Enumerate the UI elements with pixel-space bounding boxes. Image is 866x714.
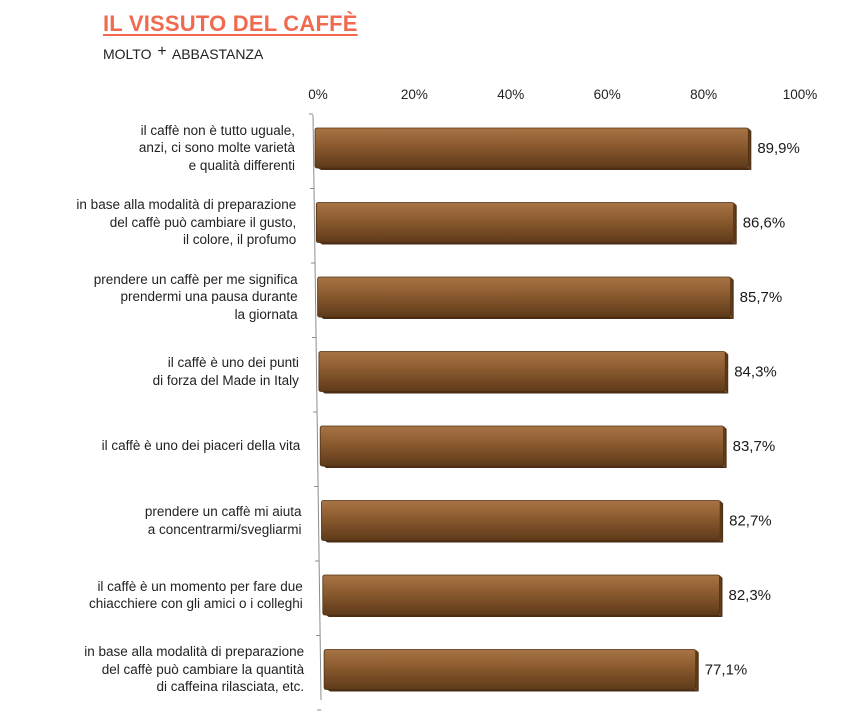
bar: [321, 500, 721, 541]
bar-bottom: [327, 689, 699, 692]
x-tick-label: 40%: [497, 87, 524, 102]
bar: [315, 202, 735, 243]
bar: [314, 127, 749, 169]
bar-bottom: [318, 168, 752, 170]
bar-value-label: 82,7%: [729, 513, 772, 530]
bar-value-label: 77,1%: [705, 662, 748, 679]
bar-value-label: 86,6%: [743, 215, 786, 232]
bar-value-label: 85,7%: [740, 289, 783, 306]
subtitle-molto: MOLTO: [103, 46, 152, 62]
bar-value-label: 82,3%: [728, 587, 771, 604]
bar-bottom: [320, 317, 734, 319]
axis-group: 0% 20% 40% 60% 80% 100%: [308, 87, 818, 711]
bar-side: [730, 277, 734, 319]
bar-side: [733, 202, 737, 245]
bar-side: [719, 575, 723, 617]
bar-value-label: 84,3%: [734, 364, 777, 381]
chart-subtitle: MOLTO + ABBASTANZA: [103, 43, 264, 64]
x-tick-label: 20%: [401, 87, 428, 102]
bar-bottom: [319, 242, 737, 245]
bar-side: [748, 128, 752, 170]
category-label: prendere un caffè mi aiuta a concentrarm…: [144, 504, 302, 537]
bars-group: 89,9% 86,6% 85,7% 84,3% 83,7% 82,7% 82,3% 77,1%: [314, 127, 800, 692]
bar-value-label: 83,7%: [733, 438, 776, 455]
category-label: in base alla modalità di preparazione de…: [84, 644, 305, 695]
bar-side: [720, 500, 724, 543]
bar-side: [723, 426, 727, 468]
subtitle-abbastanza: ABBASTANZA: [171, 46, 264, 62]
bar-bottom: [323, 466, 727, 468]
category-label: il caffè non è tutto uguale, anzi, ci so…: [138, 122, 295, 173]
chart-title: IL VISSUTO DEL CAFFÈ: [103, 11, 358, 36]
bar-value-label: 89,9%: [757, 140, 800, 157]
x-tick-label: 60%: [594, 87, 621, 102]
y-axis-line: [312, 114, 322, 701]
category-label: il caffè è un momento per fare due chiac…: [88, 578, 303, 612]
bar-side: [725, 351, 729, 394]
bar: [318, 351, 726, 392]
category-label: il caffè è uno dei punti di forza del Ma…: [152, 355, 299, 388]
bar: [317, 276, 732, 318]
category-label: in base alla modalità di preparazione de…: [76, 197, 297, 248]
category-label: il caffè è uno dei piaceri della vita: [101, 438, 301, 454]
bar: [319, 425, 725, 467]
x-tick-label: 80%: [690, 87, 717, 102]
subtitle-plus: +: [157, 43, 167, 60]
x-tick-label: 0%: [308, 87, 328, 102]
bar-bottom: [324, 540, 724, 543]
bar-side: [695, 649, 699, 692]
bar: [323, 649, 697, 690]
bar: [322, 574, 720, 616]
category-label: prendere un caffè per me significa prend…: [93, 271, 298, 322]
bar-bottom: [321, 391, 729, 394]
bar-bottom: [325, 615, 723, 617]
x-tick-label: 100%: [783, 87, 818, 102]
